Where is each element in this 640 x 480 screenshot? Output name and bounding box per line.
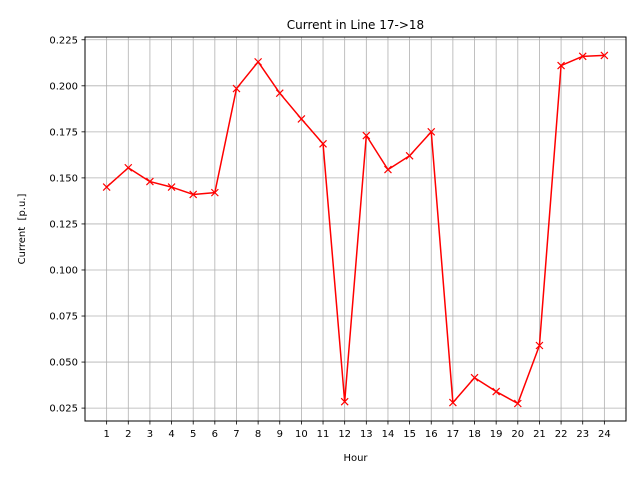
x-tick-label: 21 [533,429,546,440]
x-tick-label: 13 [360,429,373,440]
y-tick-label: 0.100 [49,265,78,276]
series-layer [102,51,609,408]
y-tick-label: 0.200 [49,81,78,92]
x-tick-label: 6 [212,429,218,440]
chart-title: Current in Line 17->18 [287,18,424,32]
tick-layer: 1 2 3 4 5 6 7 8 9 10 11 12 13 14 15 16 17 18 19 20 21 22 23 240… [49,35,610,440]
x-tick-label: 10 [295,429,308,440]
data-point-marker [275,89,284,98]
data-point-marker [405,151,414,160]
data-point-marker [189,190,198,199]
plot-frame [84,36,627,422]
x-tick-label: 17 [447,429,460,440]
data-point-marker [600,51,609,60]
data-point-marker [535,341,544,350]
data-point-marker [470,373,479,382]
data-point-marker [232,84,241,93]
x-tick-label: 16 [425,429,438,440]
data-point-marker [492,387,501,396]
data-point-marker [557,61,566,70]
x-tick-label: 2 [125,429,131,440]
data-point-marker [124,163,133,172]
x-tick-label: 1 [103,429,109,440]
x-tick-label: 23 [576,429,589,440]
series-line [106,54,605,405]
data-point-marker [578,52,587,61]
data-point-marker [362,131,371,140]
x-tick-label: 3 [147,429,153,440]
x-tick-label: 5 [190,429,196,440]
x-tick-label: 4 [168,429,174,440]
y-tick-label: 0.050 [49,358,78,369]
data-point-marker [254,57,263,66]
y-tick-label: 0.125 [49,219,78,230]
data-point-marker [102,183,111,192]
x-tick-label: 8 [255,429,261,440]
x-tick-label: 18 [468,429,481,440]
x-tick-label: 14 [382,429,395,440]
x-tick-label: 11 [317,429,330,440]
data-point-marker [427,127,436,136]
y-tick-label: 0.175 [49,127,78,138]
data-point-marker [167,183,176,192]
x-tick-label: 24 [598,429,611,440]
x-tick-label: 20 [511,429,524,440]
data-point-marker [297,115,306,123]
data-point-marker [145,177,154,186]
data-point-marker [448,398,457,407]
x-tick-label: 7 [233,429,239,440]
x-tick-label: 15 [403,429,416,440]
x-tick-label: 19 [490,429,503,440]
y-tick-label: 0.075 [49,312,78,323]
y-axis-label: Current [p.u.] [17,194,28,265]
x-tick-label: 9 [277,429,283,440]
data-point-marker [340,397,349,406]
data-point-marker [210,188,219,197]
y-tick-label: 0.225 [49,35,78,46]
data-point-marker [319,139,327,148]
y-tick-label: 0.150 [49,173,78,184]
x-tick-label: 22 [555,429,568,440]
y-tick-label: 0.025 [49,404,78,415]
data-point-marker [513,399,522,408]
data-point-marker [384,165,392,174]
x-tick-label: 12 [338,429,351,440]
x-axis-label: Hour [343,453,368,464]
